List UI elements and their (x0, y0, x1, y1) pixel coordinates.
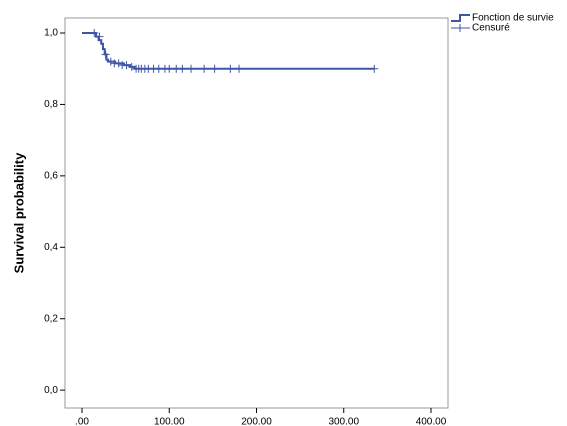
censor-mark (101, 50, 110, 59)
censor-mark (95, 32, 104, 41)
censor-mark (226, 64, 235, 73)
y-tick-label: 0,6 (44, 170, 58, 181)
survival-curve (82, 32, 375, 70)
censor-mark (106, 57, 115, 66)
x-tick-label: 100.00 (154, 417, 185, 426)
y-axis-label: Survival probability (11, 152, 26, 273)
censor-mark (165, 64, 174, 73)
y-tick-label: 1,0 (44, 28, 58, 39)
x-tick-label: 200.00 (241, 417, 272, 426)
legend-label: Fonction de survie (472, 13, 554, 24)
censor-mark (122, 61, 131, 70)
y-tick-label: 0,0 (44, 385, 58, 396)
y-tick-label: 0,4 (44, 242, 58, 253)
censor-mark (90, 29, 99, 37)
y-tick-label: 0,8 (44, 99, 58, 110)
censor-mark (200, 64, 209, 73)
censor-mark (235, 64, 244, 73)
censor-mark (187, 64, 196, 73)
censor-mark (370, 64, 379, 73)
censor-mark (127, 62, 136, 71)
x-tick-label: 400.00 (416, 417, 447, 426)
plot-frame (64, 17, 449, 409)
x-tick-label: .00 (75, 417, 89, 426)
censor-mark (114, 59, 123, 68)
legend-icon (451, 14, 470, 22)
legend-label: Censuré (472, 23, 510, 34)
y-tick-label: 0,2 (44, 313, 58, 324)
censor-mark (210, 64, 219, 73)
x-tick-label: 300.00 (328, 417, 359, 426)
legend-icon (451, 24, 470, 32)
censor-mark (178, 64, 187, 73)
